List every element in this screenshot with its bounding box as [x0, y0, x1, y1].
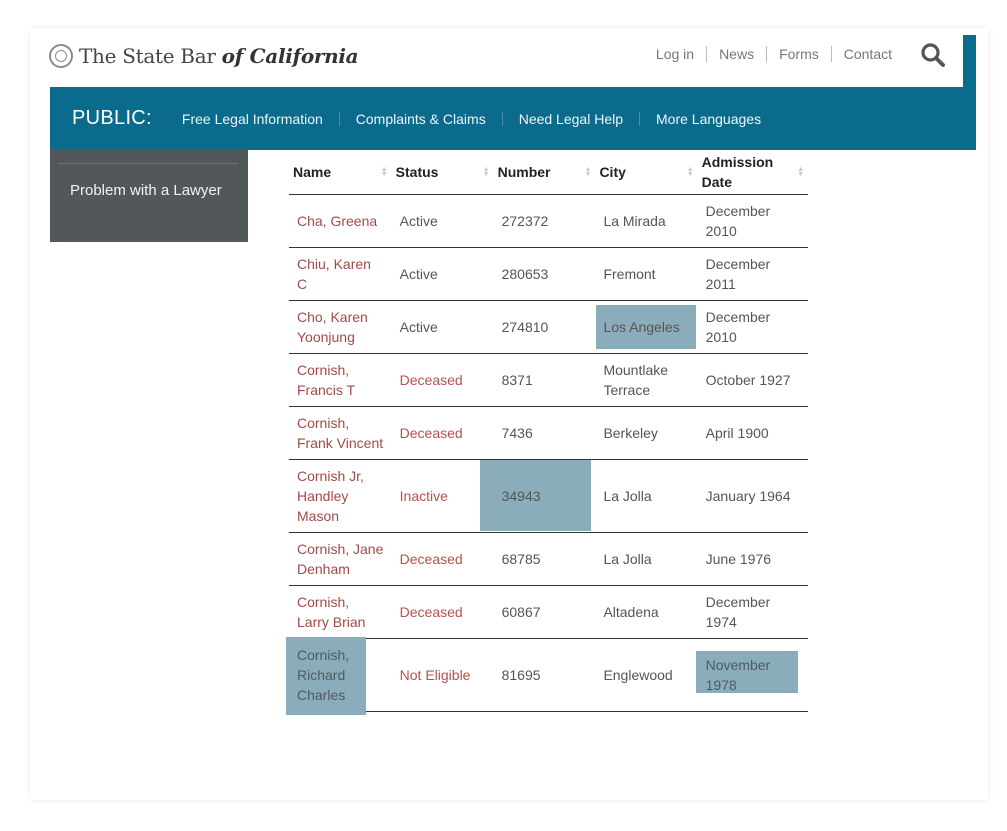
column-header-name[interactable]: Name ▲ ▼ — [289, 150, 392, 195]
status-cell: Inactive — [391, 459, 494, 533]
number-cell: 81695 — [493, 638, 596, 712]
table-row: Cornish, Richard Charles Not Eligible 81… — [286, 637, 808, 715]
news-link[interactable]: News — [706, 46, 766, 62]
site-header: The State Bar of California Log in News … — [30, 28, 962, 86]
admission-date-cell: December 1974 — [697, 585, 808, 639]
sidebar-divider — [58, 163, 238, 164]
table-row: Cornish Jr, Handley Mason Inactive 34943… — [289, 459, 808, 533]
table-row: Cornish, Larry Brian Deceased 60867 Alta… — [289, 585, 808, 639]
sort-icon: ▲ ▼ — [482, 166, 490, 178]
cell-highlight — [286, 637, 366, 715]
sort-icon: ▲ ▼ — [686, 166, 694, 178]
table-row: Cho, Karen Yoonjung Active 274810 Los An… — [289, 300, 808, 354]
city-text: Los Angeles — [603, 319, 680, 335]
city-cell: Altadena — [595, 585, 698, 639]
status-cell: Deceased — [391, 406, 494, 460]
cell-highlight — [695, 651, 798, 693]
number-cell: 34943 — [479, 459, 596, 533]
logo-text: The State Bar of California — [79, 44, 359, 68]
status-cell: Active — [391, 194, 494, 248]
number-cell: 68785 — [493, 532, 596, 586]
public-label: PUBLIC: — [72, 107, 152, 129]
nav-more-languages[interactable]: More Languages — [639, 111, 777, 126]
number-text: 34943 — [501, 488, 541, 504]
city-cell: Fremont — [595, 247, 698, 301]
column-header-admission-date[interactable]: Admission Date ▲ ▼ — [697, 150, 808, 195]
table-row: Cornish, Jane Denham Deceased 68785 La J… — [289, 532, 808, 586]
sort-icon: ▲ ▼ — [584, 166, 592, 178]
attorney-name-link[interactable]: Cornish Jr, Handley Mason — [289, 459, 392, 533]
admission-date-text: November 1978 — [705, 657, 771, 693]
number-cell: 60867 — [493, 585, 596, 639]
nav-free-legal-information[interactable]: Free Legal Information — [181, 110, 323, 127]
contact-link[interactable]: Contact — [830, 46, 904, 62]
nav-complaints-claims[interactable]: Complaints & Claims — [338, 111, 502, 126]
attorney-name-link[interactable]: Cornish, Jane Denham — [289, 532, 392, 586]
admission-date-cell: December 2010 — [697, 300, 808, 354]
status-cell: Active — [391, 300, 494, 354]
city-cell: Englewood — [595, 638, 698, 712]
cell-highlight — [596, 305, 696, 349]
city-cell: La Mirada — [595, 194, 698, 248]
attorney-results-table: Name ▲ ▼ Status ▲ ▼ Number ▲ ▼ City ▲ ▼ Admi… — [286, 150, 808, 715]
sidebar: Problem with a Lawyer — [50, 150, 248, 242]
attorney-name-link[interactable]: Cha, Greena — [289, 194, 392, 248]
main-nav: PUBLIC: Free Legal Information Complaint… — [50, 87, 976, 150]
cell-highlight — [479, 460, 592, 531]
number-cell: 8371 — [493, 353, 596, 407]
search-icon[interactable] — [920, 42, 946, 68]
column-header-city[interactable]: City ▲ ▼ — [595, 150, 698, 195]
admission-date-cell: April 1900 — [697, 406, 808, 460]
table-row: Cha, Greena Active 272372 La Mirada Dece… — [289, 194, 808, 248]
page-card: The State Bar of California Log in News … — [30, 28, 988, 800]
column-header-status[interactable]: Status ▲ ▼ — [391, 150, 494, 195]
sidebar-item-problem-with-a-lawyer[interactable]: Problem with a Lawyer — [70, 182, 222, 199]
attorney-name-link[interactable]: Cho, Karen Yoonjung — [289, 300, 392, 354]
attorney-name-link[interactable]: Cornish, Richard Charles — [297, 647, 350, 703]
status-cell: Not Eligible — [391, 638, 494, 712]
admission-date-cell: June 1976 — [697, 532, 808, 586]
attorney-name-cell: Cornish, Richard Charles — [286, 637, 392, 715]
utility-nav: Log in News Forms Contact — [644, 46, 904, 62]
table-row: Cornish, Frank Vincent Deceased 7436 Ber… — [289, 406, 808, 460]
number-cell: 7436 — [493, 406, 596, 460]
admission-date-cell: December 2011 — [697, 247, 808, 301]
seal-icon — [49, 44, 73, 68]
admission-date-cell: January 1964 — [697, 459, 808, 533]
admission-date-cell: December 2010 — [697, 194, 808, 248]
city-cell: Mountlake Terrace — [595, 353, 698, 407]
city-cell: La Jolla — [595, 459, 698, 533]
admission-date-cell: November 1978 — [695, 638, 808, 712]
site-logo[interactable]: The State Bar of California — [49, 42, 359, 70]
city-cell: Berkeley — [595, 406, 698, 460]
number-cell: 274810 — [493, 300, 596, 354]
table-row: Cornish, Francis T Deceased 8371 Mountla… — [289, 353, 808, 407]
attorney-name-link[interactable]: Chiu, Karen C — [289, 247, 392, 301]
admission-date-cell: October 1927 — [697, 353, 808, 407]
sort-icon: ▲ ▼ — [797, 166, 804, 178]
status-cell: Deceased — [391, 353, 494, 407]
attorney-name-link[interactable]: Cornish, Francis T — [289, 353, 392, 407]
number-cell: 272372 — [493, 194, 596, 248]
table-row: Chiu, Karen C Active 280653 Fremont Dece… — [289, 247, 808, 301]
city-cell: La Jolla — [595, 532, 698, 586]
column-header-number[interactable]: Number ▲ ▼ — [493, 150, 596, 195]
login-link[interactable]: Log in — [655, 46, 695, 62]
sort-icon: ▲ ▼ — [380, 166, 388, 178]
nav-need-legal-help[interactable]: Need Legal Help — [501, 111, 639, 126]
forms-link[interactable]: Forms — [766, 46, 831, 62]
header-accent-bar — [963, 35, 976, 87]
status-cell: Active — [391, 247, 494, 301]
city-cell: Los Angeles — [595, 300, 698, 354]
number-cell: 280653 — [493, 247, 596, 301]
attorney-name-link[interactable]: Cornish, Frank Vincent — [289, 406, 392, 460]
status-cell: Deceased — [391, 585, 494, 639]
attorney-name-link[interactable]: Cornish, Larry Brian — [289, 585, 392, 639]
status-cell: Deceased — [391, 532, 494, 586]
